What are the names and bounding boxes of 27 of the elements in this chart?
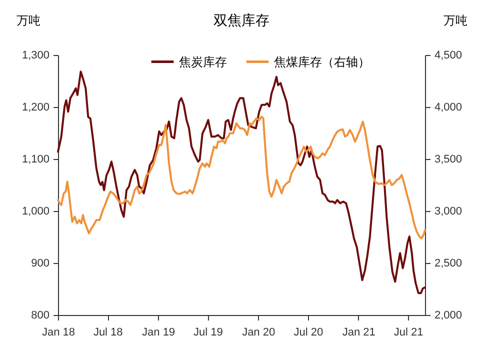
x-tick-label: Jan 21 <box>342 326 376 338</box>
legend-label: 焦煤库存（右轴） <box>274 54 370 69</box>
x-tick-label: Jul 19 <box>193 326 223 338</box>
y2-tick-label: 3,500 <box>434 154 462 166</box>
chart-title: 双焦库存 <box>214 12 270 28</box>
x-tick-label: Jan 18 <box>42 326 76 338</box>
y-tick-label: 1,000 <box>22 206 50 218</box>
y-tick-label: 1,200 <box>22 102 50 114</box>
y-tick-label: 900 <box>31 258 50 270</box>
y2-tick-label: 4,500 <box>434 50 462 62</box>
x-tick-label: Jan 19 <box>142 326 176 338</box>
line-series <box>57 70 426 294</box>
y-tick-label: 1,100 <box>22 154 50 166</box>
x-tick-label: Jul 20 <box>294 326 324 338</box>
y-tick-label: 1,300 <box>22 50 50 62</box>
y2-tick-label: 2,000 <box>434 310 462 322</box>
y2-tick-label: 3,000 <box>434 206 462 218</box>
legend-label: 焦炭库存 <box>179 54 227 69</box>
line-series <box>57 116 426 240</box>
y2-tick-label: 2,500 <box>434 258 462 270</box>
x-tick-label: Jul 18 <box>93 326 123 338</box>
y2-axis-title: 万吨 <box>444 14 468 28</box>
x-tick-label: Jul 21 <box>394 326 424 338</box>
y2-tick-label: 4,000 <box>434 102 462 114</box>
y-axis-title: 万吨 <box>16 14 40 28</box>
x-tick-label: Jan 20 <box>242 326 276 338</box>
y-tick-label: 800 <box>31 310 50 322</box>
